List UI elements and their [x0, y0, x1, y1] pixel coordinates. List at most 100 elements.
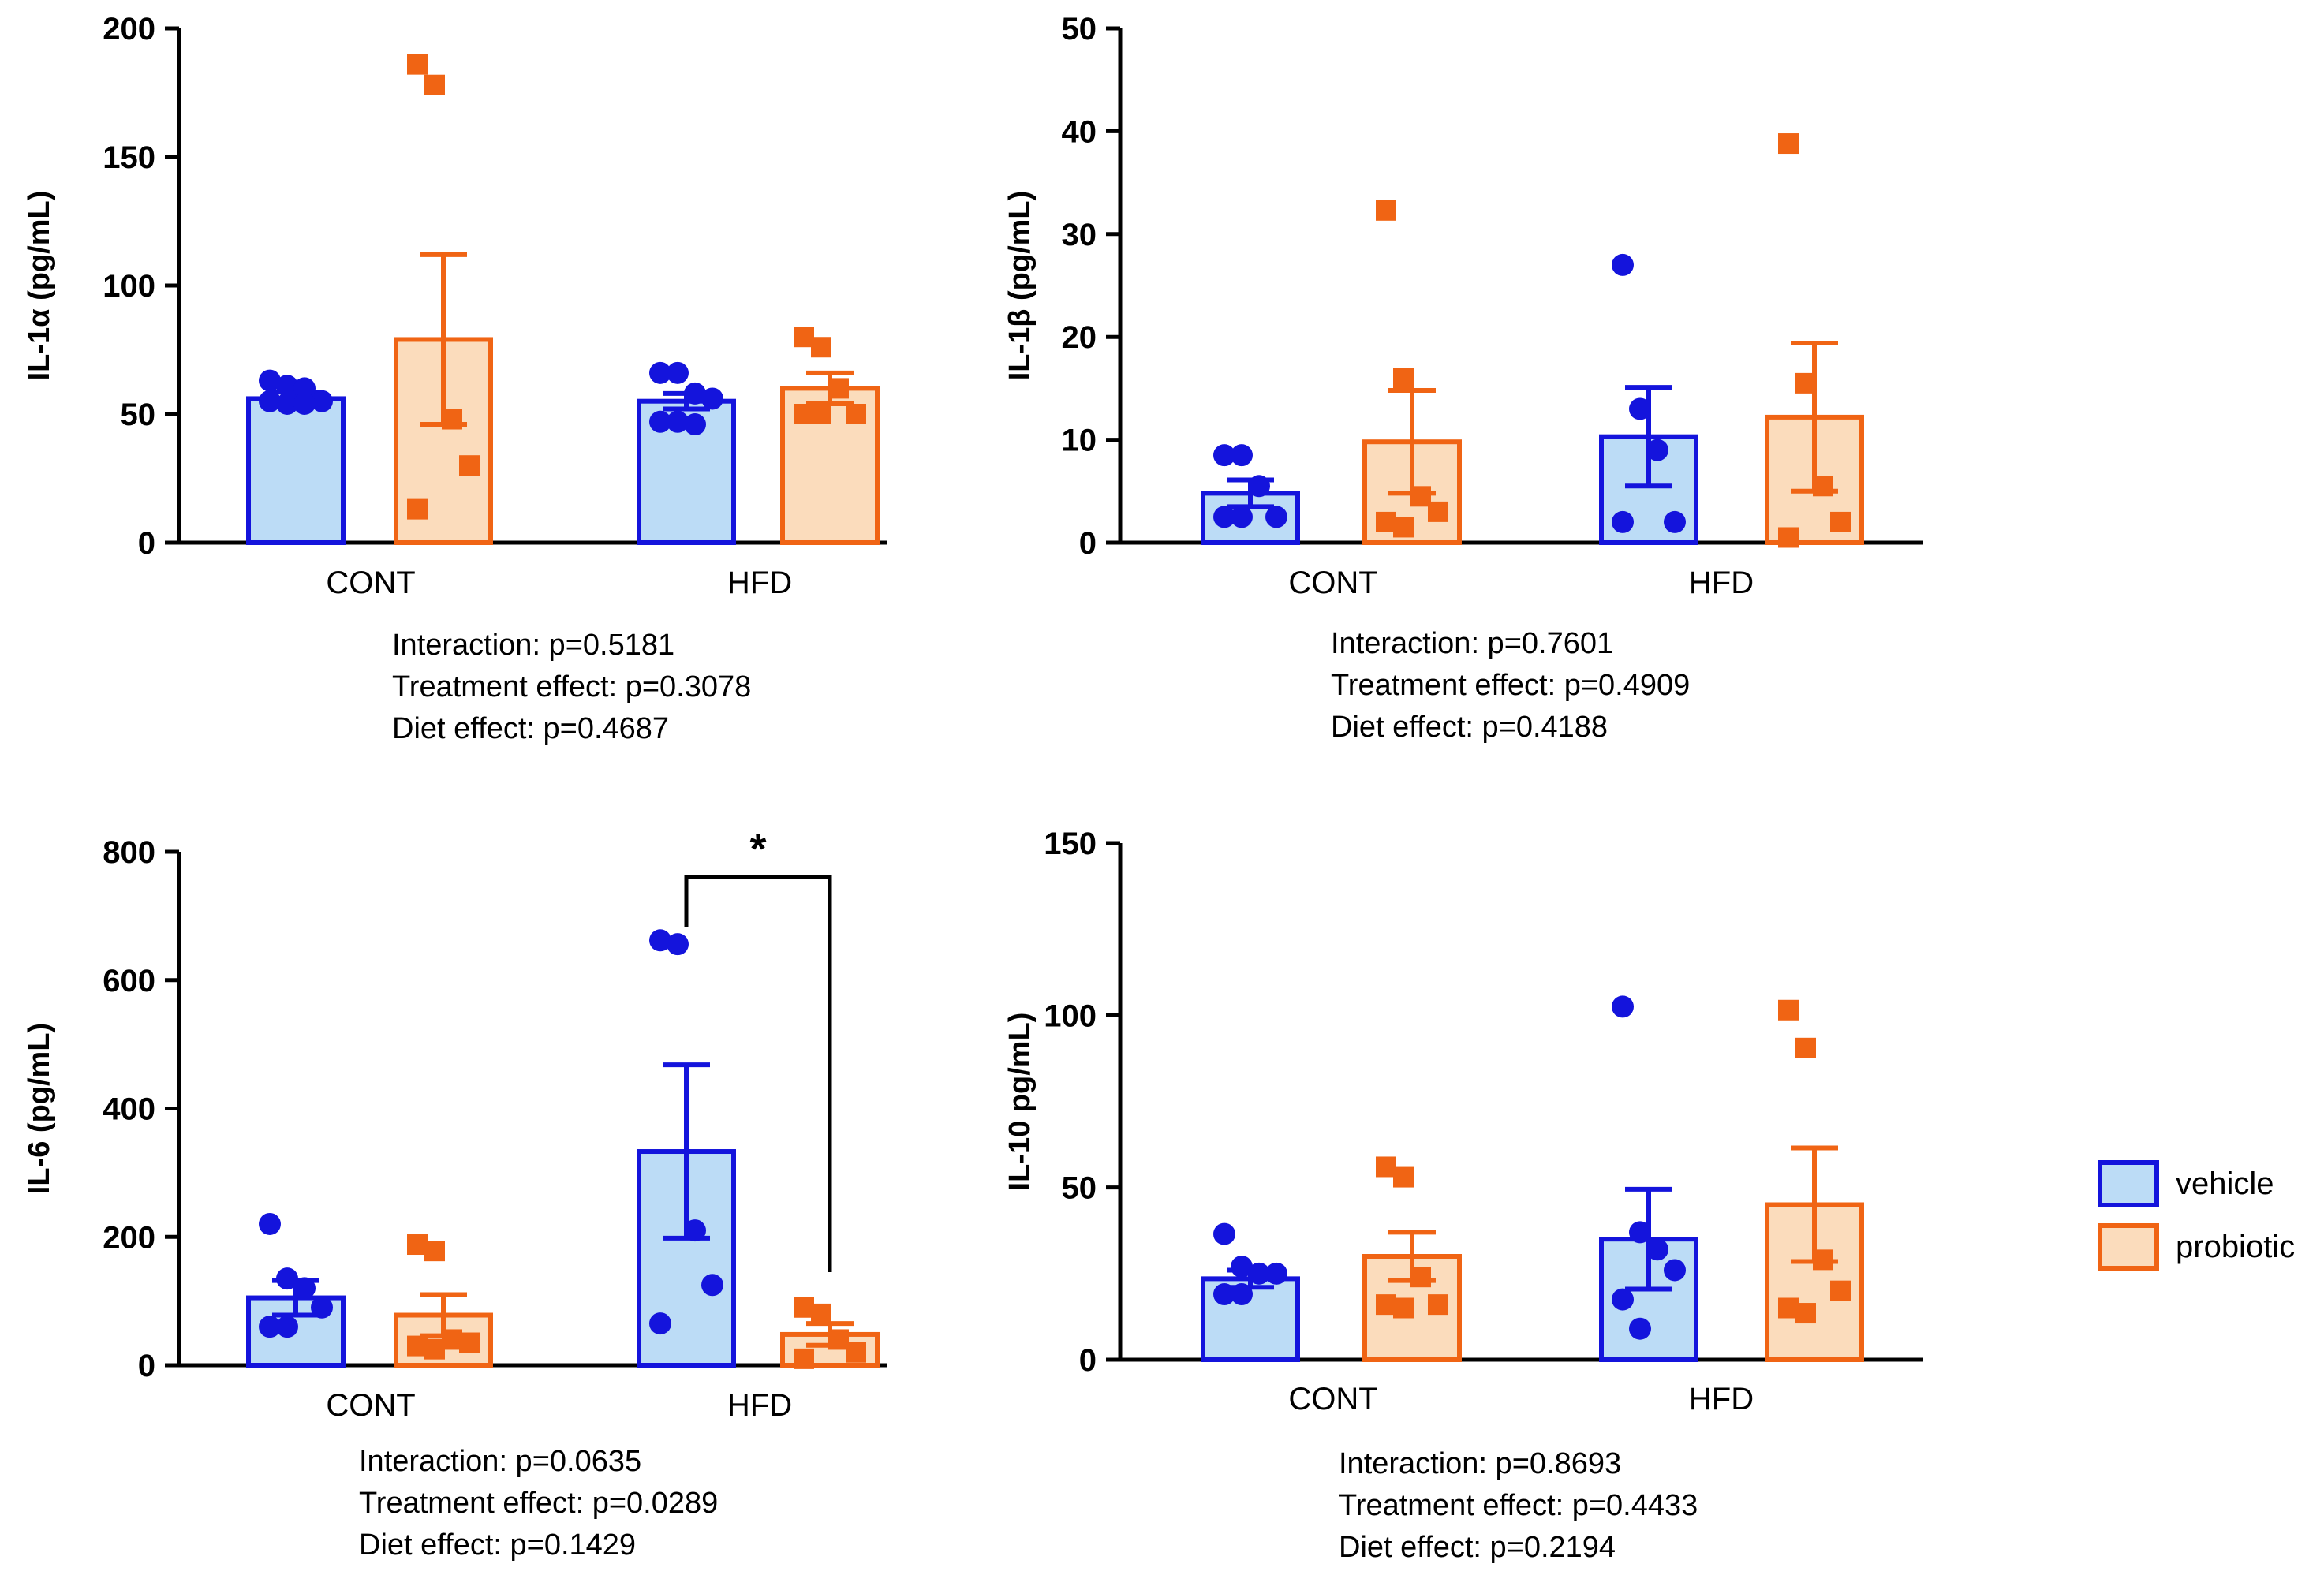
x-category-label: CONT [1288, 565, 1377, 600]
point-vehicle [649, 929, 671, 952]
point-probiotic [828, 378, 849, 399]
point-vehicle [1213, 506, 1235, 528]
point-vehicle [1629, 397, 1651, 420]
point-vehicle [276, 392, 298, 415]
point-probiotic [1376, 1156, 1396, 1178]
point-probiotic [1428, 501, 1448, 522]
y-tick-label: 40 [1062, 114, 1097, 149]
point-probiotic [1795, 1303, 1816, 1324]
point-probiotic [407, 54, 428, 75]
point-probiotic [1393, 517, 1414, 538]
chart-panel-2: 0 200 400 600 800 IL-6 (pg/mL) CONT HFD * [23, 826, 887, 1423]
point-probiotic [1795, 372, 1816, 394]
y-axis-label: IL-1α (pg/mL) [23, 191, 56, 381]
point-vehicle [293, 392, 316, 415]
point-probiotic [424, 1338, 445, 1360]
y-tick-label: 20 [1062, 320, 1097, 355]
point-probiotic [1778, 133, 1799, 155]
stat-diet: Diet effect: p=0.4687 [392, 712, 670, 745]
point-vehicle [1612, 995, 1634, 1018]
chart-panel-3: 0 50 100 150 IL-10 pg/mL) CONT HFD [1003, 827, 1923, 1416]
x-category-label: HFD [1689, 565, 1754, 600]
point-probiotic [1830, 1280, 1851, 1301]
point-vehicle [1612, 1288, 1634, 1311]
chart-panel-1: 0 10 20 30 40 50 IL-1β (pg/mL) CONT HFD [1003, 12, 1923, 600]
point-vehicle [1629, 1221, 1651, 1244]
y-tick-label: 10 [1062, 424, 1097, 458]
bar-vehicle [246, 396, 346, 545]
point-probiotic [442, 409, 462, 430]
y-tick-label: 400 [103, 1092, 155, 1127]
significance-star: * [749, 826, 766, 873]
y-tick-label: 200 [103, 1220, 155, 1255]
point-probiotic [846, 1342, 866, 1363]
point-vehicle [1248, 1262, 1270, 1285]
point-probiotic [424, 1241, 445, 1262]
point-probiotic [459, 1332, 480, 1353]
point-probiotic [1795, 1037, 1816, 1058]
stat-interaction: Interaction: p=0.5181 [392, 629, 675, 662]
point-vehicle [667, 410, 689, 433]
point-probiotic [1778, 999, 1799, 1021]
point-probiotic [407, 1335, 428, 1357]
point-vehicle [1248, 475, 1270, 498]
point-vehicle [1265, 1262, 1287, 1285]
point-probiotic [424, 74, 445, 95]
x-category-label: CONT [326, 565, 415, 600]
significance-bracket [684, 875, 832, 1273]
point-probiotic [1376, 200, 1396, 221]
point-probiotic [1393, 1297, 1414, 1319]
point-probiotic [1376, 1294, 1396, 1316]
point-vehicle [293, 1277, 316, 1300]
point-probiotic [1410, 1267, 1431, 1288]
point-probiotic [794, 1297, 814, 1318]
point-probiotic [442, 1329, 462, 1350]
stat-treatment: Treatment effect: p=0.4433 [1339, 1489, 1698, 1522]
point-vehicle [259, 369, 281, 392]
legend: vehicle probiotic [2098, 1160, 2295, 1271]
point-vehicle [1231, 506, 1253, 528]
point-vehicle [649, 1312, 671, 1335]
point-probiotic [1778, 527, 1799, 548]
y-tick-label: 0 [138, 526, 155, 561]
point-probiotic [1393, 1166, 1414, 1188]
point-probiotic [407, 498, 428, 520]
point-vehicle [276, 1267, 298, 1290]
stat-diet: Diet effect: p=0.1429 [359, 1528, 637, 1562]
point-probiotic [794, 327, 814, 348]
legend-label-probiotic: probiotic [2176, 1230, 2295, 1264]
point-vehicle [1213, 444, 1235, 467]
point-vehicle [293, 377, 316, 400]
point-vehicle [1265, 506, 1287, 528]
point-vehicle [684, 413, 706, 436]
point-vehicle [259, 1316, 281, 1338]
point-vehicle [701, 387, 723, 410]
y-tick-label: 150 [103, 140, 155, 175]
point-vehicle [276, 1316, 298, 1338]
point-vehicle [701, 1274, 723, 1297]
point-probiotic [1410, 486, 1431, 507]
y-tick-label: 200 [103, 12, 155, 47]
y-tick-label: 800 [103, 835, 155, 870]
y-tick-label: 50 [1062, 12, 1097, 47]
point-vehicle [1646, 1238, 1668, 1261]
point-vehicle [1664, 1259, 1686, 1282]
stat-interaction: Interaction: p=0.8693 [1339, 1447, 1622, 1480]
x-category-label: HFD [727, 1388, 792, 1423]
point-probiotic [1376, 511, 1396, 532]
stat-treatment: Treatment effect: p=0.4909 [1331, 669, 1691, 702]
point-vehicle [1213, 1283, 1235, 1306]
point-probiotic [459, 455, 480, 476]
stat-treatment: Treatment effect: p=0.0289 [359, 1487, 719, 1520]
point-probiotic [794, 404, 814, 424]
point-probiotic [1813, 476, 1833, 497]
stat-diet: Diet effect: p=0.2194 [1339, 1531, 1616, 1564]
x-category-label: CONT [1288, 1382, 1377, 1416]
y-axis-label: IL-10 pg/mL) [1003, 1013, 1037, 1191]
chart-panel-0: 0 50 100 150 200 IL-1α (pg/mL) CONT HFD [23, 12, 887, 600]
y-tick-label: 0 [1079, 1343, 1097, 1378]
stat-diet: Diet effect: p=0.4188 [1331, 711, 1608, 744]
y-tick-label: 0 [138, 1349, 155, 1383]
point-vehicle [649, 361, 671, 384]
y-tick-label: 150 [1044, 827, 1097, 861]
